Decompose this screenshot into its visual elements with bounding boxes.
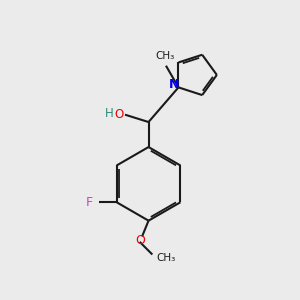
Text: H: H [105, 107, 114, 120]
Text: F: F [86, 196, 93, 209]
Text: O: O [114, 108, 124, 121]
Text: CH₃: CH₃ [156, 253, 175, 263]
Text: O: O [135, 234, 145, 247]
Text: CH₃: CH₃ [155, 51, 174, 61]
Text: N: N [169, 78, 179, 91]
